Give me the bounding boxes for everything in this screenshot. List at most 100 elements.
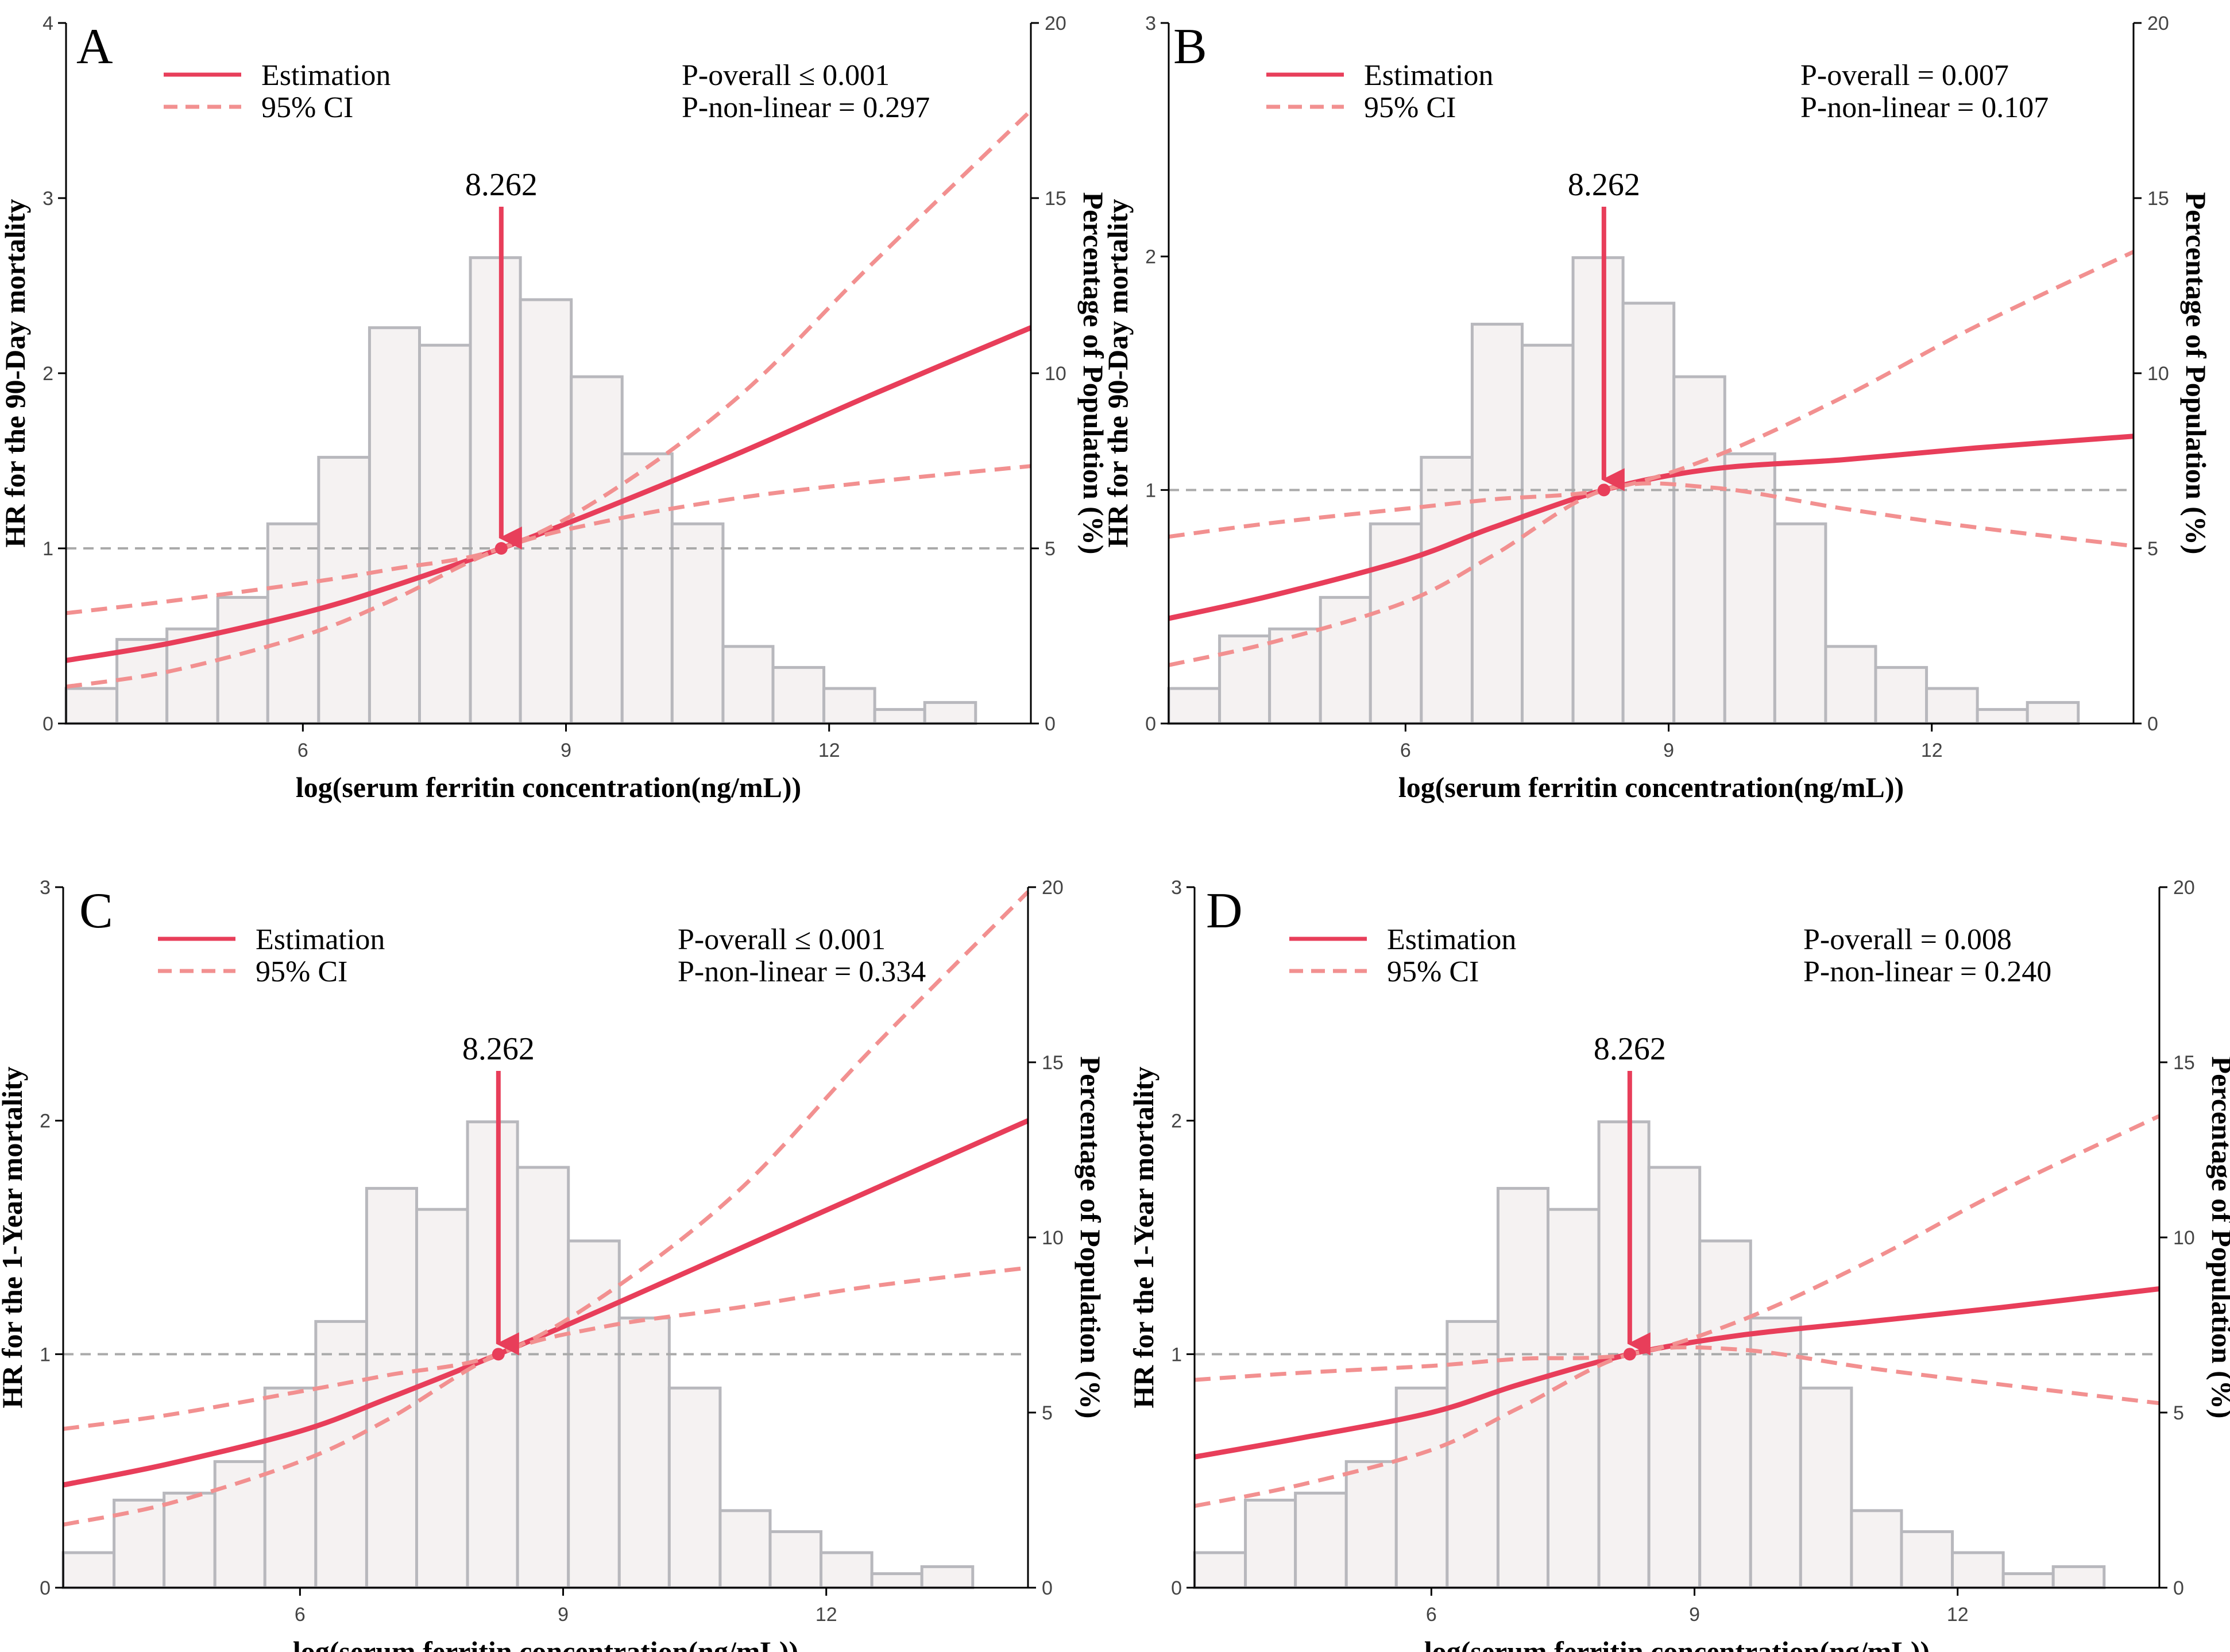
histogram-bar [820,1551,874,1589]
y-axis-title: HR for the 1-Year mortality [1127,1066,1160,1408]
legend: Estimation 95% CI [164,59,391,124]
y-tick-label: 3 [42,188,53,210]
histogram-bar [469,256,522,725]
y-axis-title: HR for the 90-Day mortality [1102,199,1134,547]
histogram-bar [1799,1386,1853,1589]
y2-tick-label: 20 [2147,13,2169,34]
x-axis-title: log(serum ferritin concentration(ng/mL)) [293,1635,798,1652]
y-tick-label: 0 [1171,1577,1182,1599]
y-tick-label: 1 [40,1344,51,1365]
ci-lower-line [63,1266,1029,1527]
histogram-bar [1621,301,1676,725]
histogram-bar [1294,1491,1348,1589]
legend-estimation-label: Estimation [256,923,385,956]
histogram-bar [2001,1572,2055,1589]
x-tick-label: 6 [295,1604,306,1626]
y2-axis-title: Percentage of Population (%) [2180,192,2212,555]
x-ticks: 6 9 12 [1400,724,1943,761]
y-tick-label: 3 [1171,877,1182,899]
histogram-bar [1420,455,1474,725]
histogram-bar [567,1239,621,1589]
ci-lower-line [1194,1345,2160,1508]
y2-ticks: 0 5 10 15 20 [2134,13,2169,735]
y-axis-title: HR for the 90-Day mortality [0,199,31,547]
legend-ci-label: 95% CI [1364,91,1456,124]
histogram-bar [1900,1530,1954,1589]
histogram-bar [1369,522,1423,725]
annotation-label: 8.262 [1568,167,1640,203]
histogram-bar [870,1572,923,1589]
y2-tick-label: 5 [2173,1402,2184,1424]
x-axis-title: log(serum ferritin concentration(ng/mL)) [1424,1635,1930,1652]
histogram-bar [1976,708,2029,725]
bars [64,256,977,725]
legend-estimation-label: Estimation [261,59,391,92]
x-tick-label: 9 [1663,740,1674,761]
histogram-bar [1824,645,1877,725]
ci-upper-line [63,890,1030,1431]
x-ticks: 6 9 12 [295,1588,837,1626]
y2-tick-label: 20 [2173,877,2195,899]
histogram-bar [768,1530,823,1589]
x-tick-label: 6 [297,740,308,761]
p-overall: P-overall = 0.007 [1800,59,2009,92]
histogram-bar [1773,522,1827,725]
y2-ticks: 0 5 10 15 20 [2159,877,2195,1599]
y2-ticks: 0 5 10 15 20 [1028,877,1064,1599]
y-tick-label: 2 [1145,246,1156,268]
y2-tick-label: 15 [1045,188,1066,210]
y2-tick-label: 10 [2173,1227,2195,1249]
y-ticks: 0 1 2 3 [1145,13,1169,735]
histogram-bar [718,1509,772,1589]
ci-lower-line [1168,481,2134,667]
y2-tick-label: 0 [1042,1577,1053,1599]
x-axis-title: log(serum ferritin concentration(ng/mL)) [1398,771,1904,803]
panel-label: A [76,19,113,75]
y2-tick-label: 10 [2147,363,2169,385]
histogram-bar [1319,595,1372,725]
histogram-bar [418,343,472,725]
histogram-bar [2051,1565,2106,1589]
y2-tick-label: 15 [2173,1052,2195,1074]
histogram-bar [620,452,674,725]
legend: Estimation 95% CI [1289,923,1516,988]
y-tick-label: 1 [42,538,53,560]
panel-label: D [1206,883,1243,939]
y-tick-label: 2 [1171,1111,1182,1132]
histogram-bar [1167,687,1222,725]
reference-point [492,1348,505,1361]
histogram-bar [2026,701,2080,725]
x-axis-title: log(serum ferritin concentration(ng/mL)) [296,771,801,803]
p-nonlinear: P-non-linear = 0.297 [682,91,930,124]
y-tick-label: 0 [40,1577,51,1599]
annotation-label: 8.262 [1594,1031,1666,1067]
histogram-bar [61,1551,116,1589]
reference-point [1623,1348,1636,1361]
y2-tick-label: 5 [1042,1402,1053,1424]
histogram-bar [216,595,269,725]
histogram-bar [1546,1208,1601,1589]
legend: Estimation 95% CI [158,923,385,988]
histogram-bar [920,1565,975,1589]
y2-tick-label: 20 [1042,877,1064,899]
p-nonlinear: P-non-linear = 0.240 [1803,955,2051,988]
y2-tick-label: 10 [1042,1227,1064,1249]
histogram-bar [1749,1316,1802,1589]
y2-ticks: 0 5 10 15 20 [1031,13,1066,735]
x-tick-label: 9 [558,1604,569,1626]
y2-tick-label: 5 [1045,538,1056,560]
histogram-bar [617,1316,671,1589]
histogram-bar [873,708,926,725]
reference-point [494,542,508,555]
histogram-bar [516,1166,570,1589]
y-tick-label: 2 [42,363,53,385]
histogram-bar [519,298,573,725]
panel-label: B [1173,19,1207,75]
y2-tick-label: 20 [1045,13,1066,34]
y-axis-title: HR for the 1-Year mortality [0,1066,28,1408]
y-tick-label: 2 [40,1111,51,1132]
x-tick-label: 9 [561,740,571,761]
